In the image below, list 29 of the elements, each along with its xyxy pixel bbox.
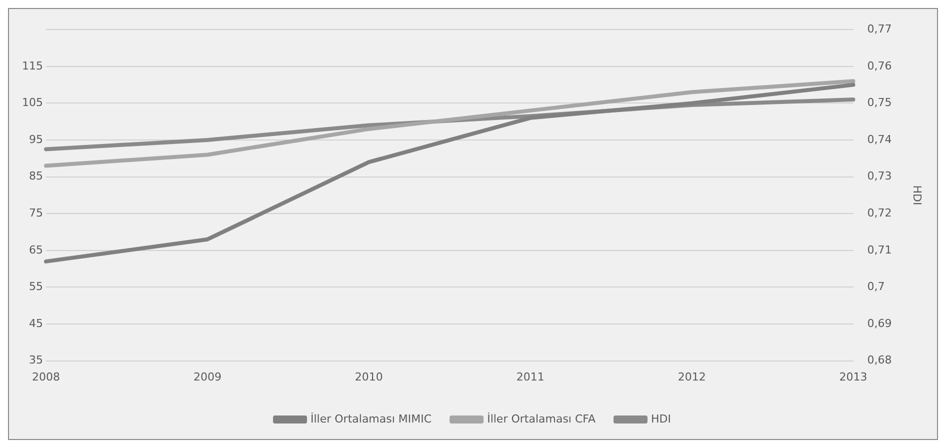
legend-label: HDI [651,412,672,426]
y-tick-label: 65 [28,243,43,256]
y2-tick-label: 0,71 [867,243,892,256]
y2-axis-title: HDI [910,185,924,206]
x-tick-label: 2012 [678,370,706,384]
y-tick-label: 35 [28,354,43,367]
y-tick-label: 95 [28,132,43,146]
y2-tick-label: 0,74 [867,132,892,146]
y2-tick-label: 0,77 [867,22,892,36]
y2-tick-label: 0,73 [867,170,892,183]
y-tick-label: 115 [22,59,43,72]
x-tick-label: 2011 [516,370,544,384]
x-tick-label: 2009 [193,370,222,384]
y2-tick-label: 0,75 [867,96,892,110]
y-tick-label: 45 [28,316,43,330]
legend-label: İller Ortalaması MIMIC [310,411,432,426]
x-tick-label: 2013 [839,370,868,384]
y2-tick-label: 0,68 [867,354,892,367]
y2-tick-label: 0,7 [867,280,885,294]
y2-tick-label: 0,72 [867,206,892,220]
x-tick-label: 2008 [32,370,60,384]
y-tick-label: 75 [28,206,43,220]
y-tick-label: 55 [28,280,43,294]
legend-label: İller Ortalaması CFA [487,411,596,426]
y2-tick-label: 0,69 [867,316,892,330]
y-tick-label: 85 [28,170,43,183]
x-tick-label: 2010 [354,370,383,384]
y-tick-label: 105 [22,96,43,110]
y2-tick-label: 0,76 [867,59,892,72]
